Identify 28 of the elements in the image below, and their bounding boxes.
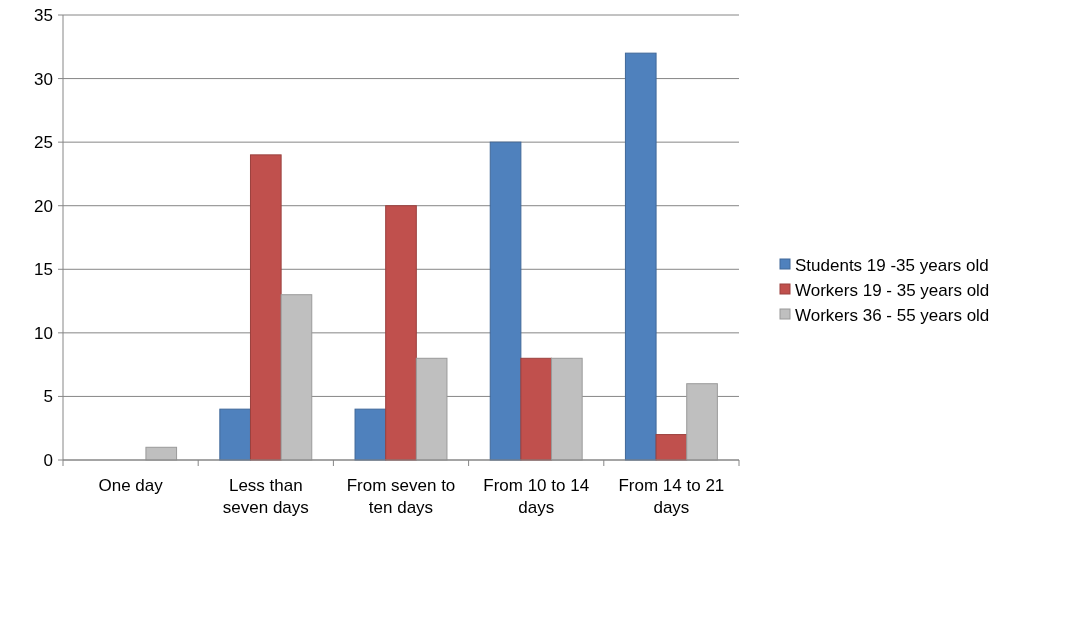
y-tick-label: 15	[34, 260, 53, 280]
y-tick-label: 25	[34, 133, 53, 153]
bar	[415, 357, 448, 461]
y-tick-label: 20	[34, 196, 53, 216]
x-tick-label: From seven to ten days	[346, 476, 456, 517]
bar	[520, 357, 553, 461]
y-tick-label: 5	[43, 387, 53, 407]
bar	[280, 294, 313, 461]
bar	[655, 434, 688, 461]
x-tick-label: One day	[98, 476, 164, 495]
bar	[551, 357, 583, 461]
x-tick-label: From 14 to 21 days	[618, 476, 725, 517]
bar	[249, 154, 282, 461]
y-tick-label: 35	[34, 5, 53, 25]
x-tick-label: Less than seven days	[222, 476, 309, 517]
bar	[219, 408, 251, 461]
y-tick-label: 30	[34, 69, 53, 89]
bar	[489, 141, 522, 461]
x-tick-label: From 10 to 14 days	[483, 476, 590, 517]
legend-label: Workers 19 - 35 years old	[795, 280, 990, 300]
legend-label: Workers 36 - 55 years old	[795, 305, 990, 325]
y-tick-label: 10	[34, 323, 53, 343]
bar	[624, 52, 657, 461]
y-tick-label: 0	[43, 450, 53, 470]
bar	[385, 205, 417, 461]
bar	[686, 383, 718, 461]
legend-label: Students 19 -35 years old	[795, 255, 989, 275]
bar	[354, 408, 387, 461]
